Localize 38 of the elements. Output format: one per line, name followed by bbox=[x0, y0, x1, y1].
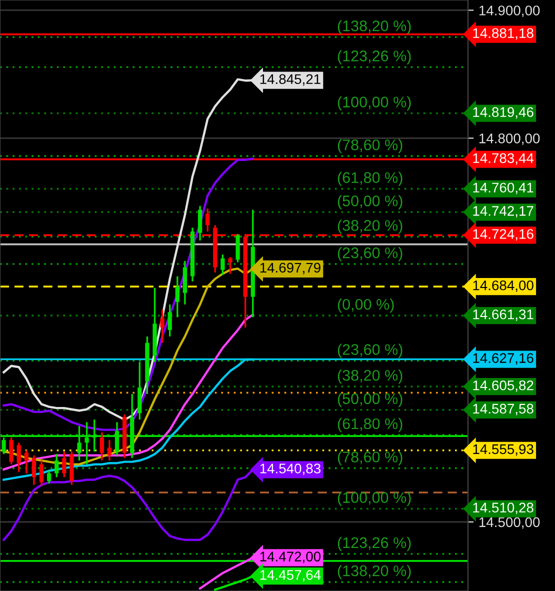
annotation: (123,26 %) bbox=[338, 536, 411, 552]
ref-line-label: 14.881,18 bbox=[473, 28, 534, 40]
annotation: (123,26 %) bbox=[338, 50, 411, 64]
annotation: (78,60 %) bbox=[338, 139, 402, 154]
ref-line-label: 14.724,16 bbox=[473, 229, 534, 241]
annotation: (50,00 %) bbox=[338, 392, 402, 408]
data-label: 14.457,64 bbox=[260, 570, 321, 582]
ref-line-label: 14.510,28 bbox=[473, 502, 534, 514]
data-label: 14.472,00 bbox=[260, 552, 321, 564]
y-tick-label: 14.800,00 bbox=[479, 133, 540, 145]
ref-line-label: 14.605,82 bbox=[473, 380, 534, 392]
data-label: 14.845,21 bbox=[260, 74, 320, 86]
ref-line-label: 14.760,41 bbox=[473, 182, 534, 194]
annotation: (0,00 %) bbox=[338, 298, 394, 313]
data-label: 14.540,83 bbox=[260, 464, 320, 476]
annotation: (61,80 %) bbox=[338, 418, 402, 432]
annotation: (38,20 %) bbox=[338, 220, 402, 234]
ref-line-label: 14.555,93 bbox=[473, 444, 534, 456]
y-tick-label: 14.900,00 bbox=[479, 6, 540, 18]
ref-line-label: 14.684,00 bbox=[473, 280, 534, 292]
ref-line-label: 14.627,16 bbox=[473, 353, 534, 365]
ref-line-label: 14.587,58 bbox=[473, 404, 534, 416]
annotation: (138,20 %) bbox=[338, 565, 411, 580]
annotation: (78,60 %) bbox=[338, 451, 402, 466]
annotation: (38,20 %) bbox=[338, 370, 402, 384]
annotation: (23,60 %) bbox=[338, 247, 402, 262]
annotation: (50,00 %) bbox=[338, 195, 402, 210]
annotation: (23,60 %) bbox=[338, 344, 402, 358]
annotation: (138,20 %) bbox=[338, 20, 411, 34]
ref-line-label: 14.819,46 bbox=[473, 107, 534, 119]
ref-line-label: 14.661,31 bbox=[473, 309, 534, 321]
annotation: (100,00 %) bbox=[338, 96, 411, 110]
annotation: (61,80 %) bbox=[338, 172, 402, 186]
ref-line-label: 14.783,44 bbox=[473, 153, 534, 165]
y-tick-label: 14.500,00 bbox=[479, 517, 540, 529]
ref-line-label: 14.742,17 bbox=[473, 206, 534, 218]
data-label: 14.697,79 bbox=[260, 262, 320, 274]
annotation: (100,00 %) bbox=[338, 492, 411, 506]
